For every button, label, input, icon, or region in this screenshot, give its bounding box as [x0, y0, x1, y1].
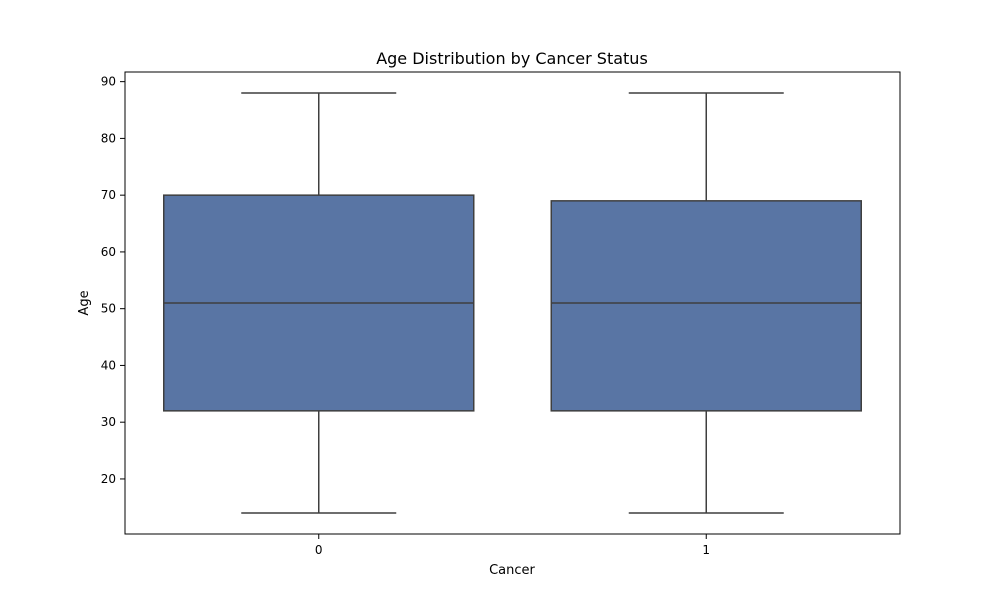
y-tick-label-30: 30: [101, 415, 116, 429]
y-tick-label-60: 60: [101, 245, 116, 259]
y-tick-label-90: 90: [101, 75, 116, 89]
x-tick-label-1: 1: [702, 543, 710, 557]
box-1: [550, 200, 862, 412]
plot-area: 0 1 20 30 40 50 60 70 80 90: [101, 71, 901, 557]
y-tick-label-50: 50: [101, 302, 116, 316]
y-tick-label-70: 70: [101, 188, 116, 202]
y-tick-label-20: 20: [101, 472, 116, 486]
y-tick-label-80: 80: [101, 131, 116, 145]
x-tick-label-0: 0: [315, 543, 323, 557]
chart-title: Age Distribution by Cancer Status: [376, 49, 648, 68]
plot-frame: [124, 71, 901, 535]
y-tick-label-40: 40: [101, 358, 116, 372]
x-axis-label: Cancer: [489, 563, 535, 578]
y-axis-label: Age: [77, 290, 92, 315]
